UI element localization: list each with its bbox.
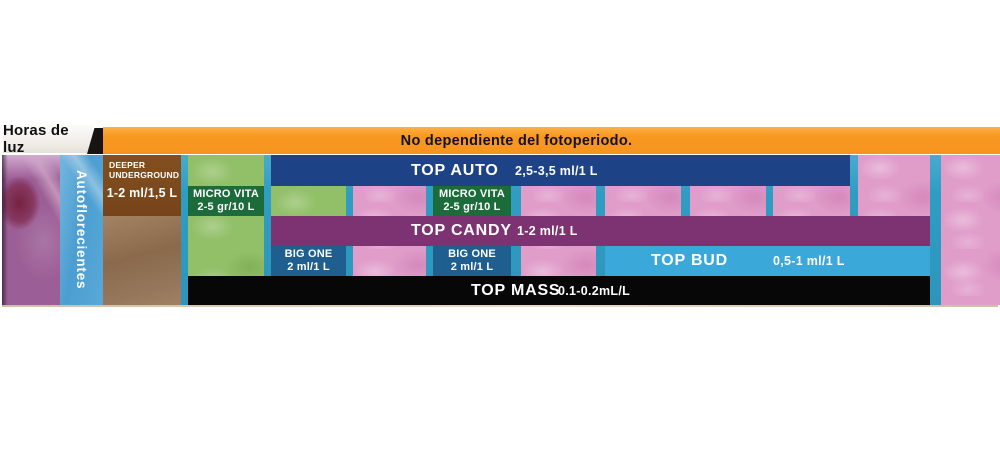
soil-photo — [103, 216, 181, 305]
bar-top-mass: TOP MASS 0.1-0.2mL/L — [188, 276, 930, 305]
week-grid: DEEPER UNDERGROUND 1-2 ml/1,5 L TOP AUTO… — [103, 155, 1000, 305]
micro-vita-dose: 2-5 gr/10 L — [443, 201, 501, 213]
bar-top-candy: TOP CANDY 1-2 ml/1 L — [271, 216, 930, 246]
plant-photo — [2, 155, 60, 305]
category-label: Autoflorecientes — [74, 170, 89, 290]
top-candy-label: TOP CANDY — [411, 222, 512, 239]
bar-top-bud: TOP BUD 0,5-1 ml/1 L — [605, 246, 930, 276]
micro-vita-dose: 2-5 gr/10 L — [197, 201, 255, 213]
top-candy-dose: 1-2 ml/1 L — [517, 224, 578, 238]
micro-vita-label: MICRO VITA — [439, 188, 505, 200]
big-one-dose: 2 ml/1 L — [287, 261, 330, 273]
big-one-label: BIG ONE — [284, 248, 333, 260]
big-one-cell-2: BIG ONE 2 ml/1 L — [433, 246, 511, 276]
top-mass-dose: 0.1-0.2mL/L — [558, 283, 631, 298]
deeper-underground-name-line1: DEEPER — [109, 160, 146, 170]
micro-vita-cell-1: MICRO VITA 2-5 gr/10 L — [188, 186, 264, 216]
big-one-cell-1: BIG ONE 2 ml/1 L — [271, 246, 346, 276]
hours-of-light-label: Horas de luz — [3, 122, 93, 156]
top-bud-label: TOP BUD — [651, 252, 729, 269]
deeper-underground-name-line2: UNDERGROUND — [109, 170, 180, 180]
deeper-underground-cell: DEEPER UNDERGROUND 1-2 ml/1,5 L — [103, 155, 181, 216]
top-bud-dose: 0,5-1 ml/1 L — [773, 254, 845, 268]
week-column-1: DEEPER UNDERGROUND 1-2 ml/1,5 L — [103, 155, 181, 305]
green-patch-week3 — [271, 186, 346, 216]
micro-vita-label: MICRO VITA — [193, 188, 259, 200]
micro-vita-cell-2: MICRO VITA 2-5 gr/10 L — [433, 186, 511, 216]
top-mass-label: TOP MASS — [471, 281, 561, 299]
category-bar: Autoflorecientes — [60, 155, 103, 305]
deeper-underground-dose: 1-2 ml/1,5 L — [106, 186, 178, 200]
top-auto-dose: 2,5-3,5 ml/1 L — [515, 163, 598, 178]
bar-top-auto: TOP AUTO 2,5-3,5 ml/1 L — [271, 155, 850, 186]
week-column-11 — [941, 155, 1000, 305]
big-one-label: BIG ONE — [448, 248, 496, 260]
big-one-dose: 2 ml/1 L — [450, 261, 494, 273]
chart-baseline — [2, 305, 998, 307]
photoperiod-banner: No dependiente del fotoperiodo. — [103, 127, 1000, 154]
top-auto-label: TOP AUTO — [411, 161, 499, 179]
